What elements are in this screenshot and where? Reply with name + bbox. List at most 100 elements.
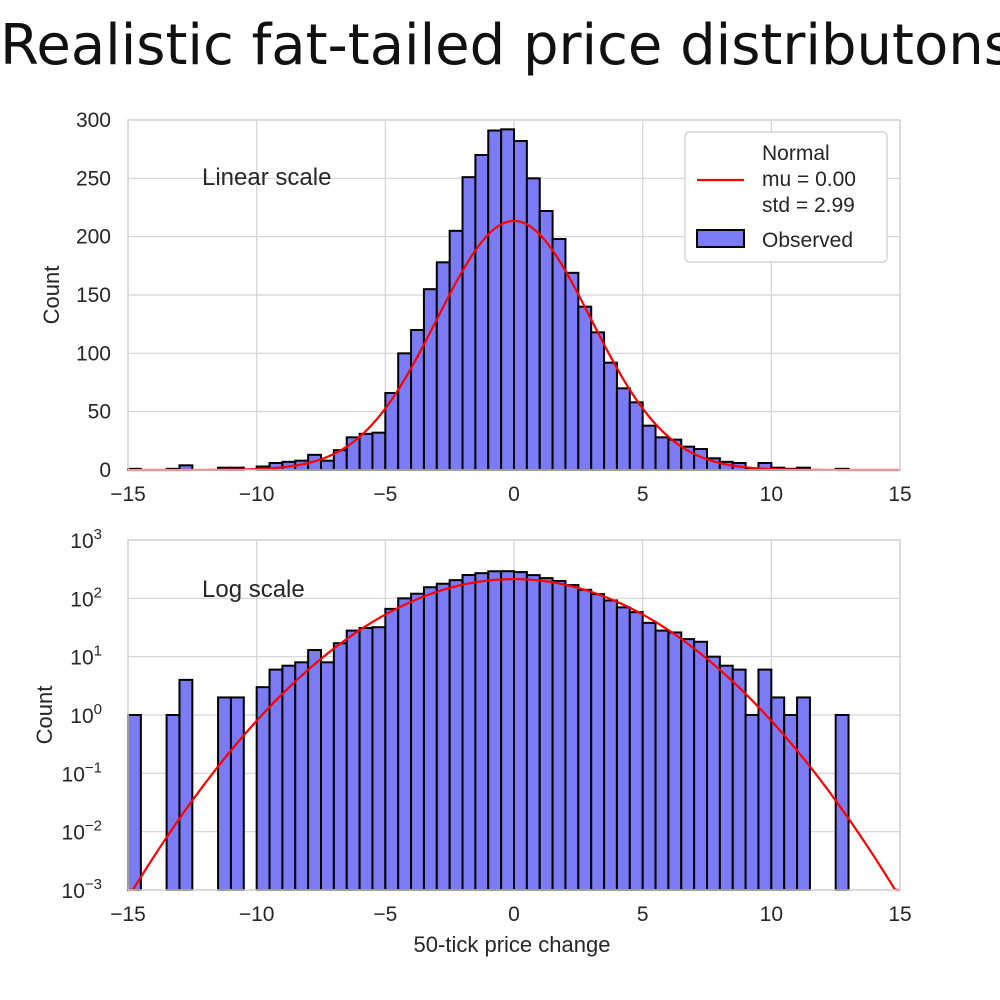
y-tick-label: 10−2: [62, 818, 102, 845]
histogram-bar: [641, 621, 657, 891]
histogram-bar: [680, 638, 696, 891]
legend-label: Observed: [762, 229, 853, 252]
histogram-bar: [487, 570, 503, 891]
x-tick-label: −10: [239, 903, 275, 926]
histogram-bar: [358, 627, 374, 891]
histogram-bar: [564, 271, 580, 472]
normal-fit-line: [128, 578, 900, 892]
y-tick-label: 300: [76, 109, 111, 132]
histogram-bar: [268, 668, 284, 891]
legend-label: mu = 0.00: [762, 168, 856, 191]
histogram-bar: [693, 640, 709, 891]
histogram-bar: [577, 305, 593, 471]
x-tick-label: 5: [637, 903, 649, 926]
y-tick-label: 200: [76, 226, 111, 249]
x-tick-label: 15: [888, 903, 911, 926]
histogram-bar: [422, 288, 438, 471]
y-tick-label: 103: [70, 526, 102, 553]
linear-scale-panel: −15 −10 −5 0 5 10 15050100150200250300CountLin…: [39, 109, 912, 506]
x-tick-label: −5: [373, 483, 397, 506]
y-tick-label: 10−1: [62, 759, 102, 786]
histogram-bar: [538, 210, 554, 471]
histogram-bar: [345, 629, 361, 891]
histogram-bar: [461, 176, 477, 472]
histogram-bar: [358, 432, 374, 472]
histogram-bar: [718, 664, 734, 892]
histogram-bar: [796, 696, 811, 892]
histogram-bar: [590, 593, 606, 891]
histogram-bar: [551, 238, 567, 471]
histogram-bar: [384, 607, 400, 891]
y-tick-label: 100: [70, 701, 102, 728]
y-tick-label: 102: [70, 584, 102, 611]
y-tick-label: 50: [88, 401, 111, 424]
histogram-bar: [628, 401, 644, 472]
page-title: Realistic fat-tailed price distributons: [0, 13, 1000, 78]
histogram-bar: [332, 642, 348, 891]
histogram-bar: [577, 588, 593, 891]
histogram-bar: [448, 229, 464, 471]
legend-label: std = 2.99: [762, 194, 855, 217]
y-axis-label: Count: [39, 266, 64, 325]
histogram-bar: [525, 574, 541, 891]
plot-frame: [127, 119, 901, 471]
panel-annotation: Linear scale: [202, 164, 331, 191]
histogram-bar: [615, 606, 631, 891]
histogram-bar: [757, 668, 773, 891]
histogram-bar: [551, 580, 567, 892]
x-tick-label: −10: [239, 483, 275, 506]
histogram-bar: [371, 431, 387, 471]
panel-annotation: Log scale: [202, 576, 305, 603]
histogram-bar: [371, 626, 387, 891]
x-tick-label: 10: [760, 903, 783, 926]
y-axis-label: Count: [32, 686, 57, 745]
histogram-bar: [294, 661, 310, 892]
histogram-bar: [217, 696, 232, 892]
histogram-bar: [435, 582, 451, 892]
legend-patch-swatch: [696, 229, 745, 248]
histogram-bar: [641, 424, 657, 471]
histogram-bar: [603, 599, 618, 892]
histogram-bar: [731, 668, 747, 891]
y-tick-label: 101: [70, 643, 102, 670]
histogram-bar: [564, 584, 580, 891]
histogram-bar: [538, 577, 554, 891]
x-tick-label: 0: [508, 483, 520, 506]
y-tick-label: 0: [99, 459, 111, 482]
histogram-bar: [603, 361, 618, 471]
y-tick-label: 100: [76, 342, 111, 365]
normal-fit-line: [128, 219, 900, 472]
histogram-bar: [474, 154, 490, 471]
legend: Normal mu = 0.00 std = 2.99 Observed: [684, 131, 888, 263]
histogram-bar: [320, 661, 335, 892]
x-tick-label: −15: [110, 483, 146, 506]
histogram-bar: [513, 571, 528, 891]
histogram-bar: [448, 579, 464, 891]
histogram-bar: [654, 436, 670, 472]
histogram-bar: [281, 664, 297, 892]
y-tick-label: 10−3: [62, 876, 102, 903]
histogram-bar: [165, 714, 181, 891]
histogram-bar: [229, 696, 245, 892]
x-tick-label: 15: [888, 483, 911, 506]
histogram-bar: [770, 696, 786, 892]
legend-label: Normal: [762, 142, 830, 165]
y-tick-label: 250: [76, 167, 111, 190]
histogram-bar: [500, 570, 515, 891]
x-tick-label: 10: [760, 483, 783, 506]
histogram-bar: [474, 572, 490, 892]
x-tick-label: −5: [373, 903, 397, 926]
histogram-bar: [654, 629, 670, 891]
x-tick-label: 5: [637, 483, 649, 506]
histogram-bar: [435, 261, 451, 472]
x-axis-label: 50-tick price change: [414, 932, 611, 957]
histogram-bar: [397, 597, 413, 891]
histogram-bar: [500, 128, 515, 471]
histogram-bar: [487, 129, 503, 471]
plot-frame: [127, 539, 901, 891]
histogram-bar: [667, 631, 683, 891]
y-tick-label: 150: [76, 284, 111, 307]
histogram-bar: [744, 714, 760, 891]
histogram-bar: [628, 611, 644, 891]
